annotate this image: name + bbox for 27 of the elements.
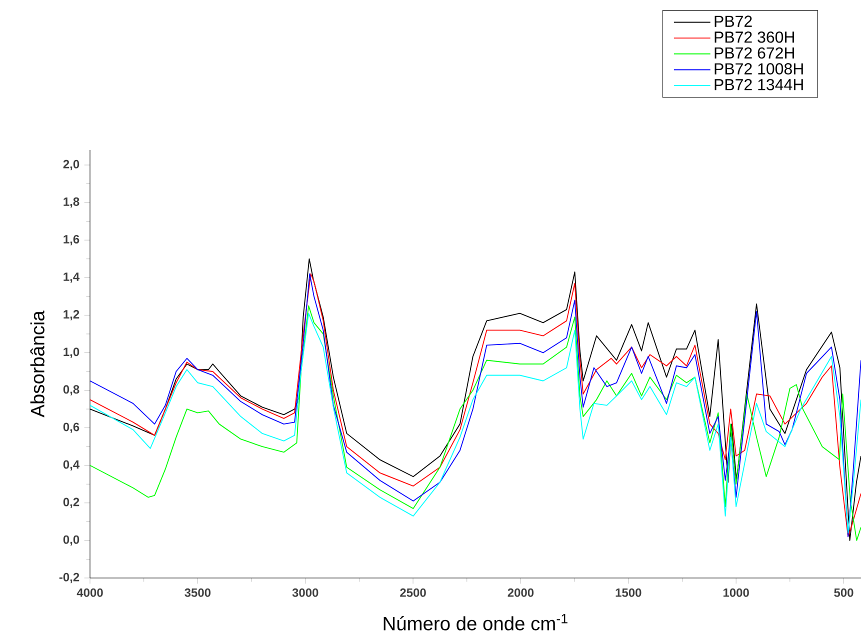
y-tick-label: 0,0 xyxy=(63,535,80,546)
legend-label: PB72 672H xyxy=(714,47,794,59)
legend-label: PB72 1008H xyxy=(714,63,803,74)
x-tick-label: 1000 xyxy=(723,588,749,597)
y-tick-label: 0,4 xyxy=(63,460,80,470)
y-tick-label: 1,4 xyxy=(64,272,80,283)
y-tick-label: 1,8 xyxy=(64,197,80,208)
x-tick-label: 2000 xyxy=(508,588,534,597)
legend-label: PB72 xyxy=(714,16,752,27)
legend-label: PB72 1344H xyxy=(714,79,803,90)
y-tick-label: 1,6 xyxy=(64,234,80,246)
x-tick-label: 3000 xyxy=(292,588,318,597)
y-tick-label: 1,0 xyxy=(64,348,80,358)
x-tick-label: 1500 xyxy=(616,588,642,597)
y-tick-label: 0,8 xyxy=(63,385,80,396)
y-axis-title: Absorbância xyxy=(30,310,44,418)
x-tick-label: 500 xyxy=(834,588,854,597)
y-tick-label: 1,2 xyxy=(64,310,80,320)
y-tick-label: 0,6 xyxy=(63,422,80,433)
x-tick-label: 3500 xyxy=(184,588,211,597)
y-tick-label: 0,2 xyxy=(63,498,80,508)
legend-label: PB72 360H xyxy=(714,31,794,43)
y-tick-label: 2,0 xyxy=(63,160,80,170)
x-tick-label: 2500 xyxy=(400,588,426,597)
x-tick-label: 4000 xyxy=(76,588,103,597)
y-tick-label: -0,2 xyxy=(59,572,80,584)
x-axis-title: Número de onde cm$^{-1}$ xyxy=(384,614,568,630)
